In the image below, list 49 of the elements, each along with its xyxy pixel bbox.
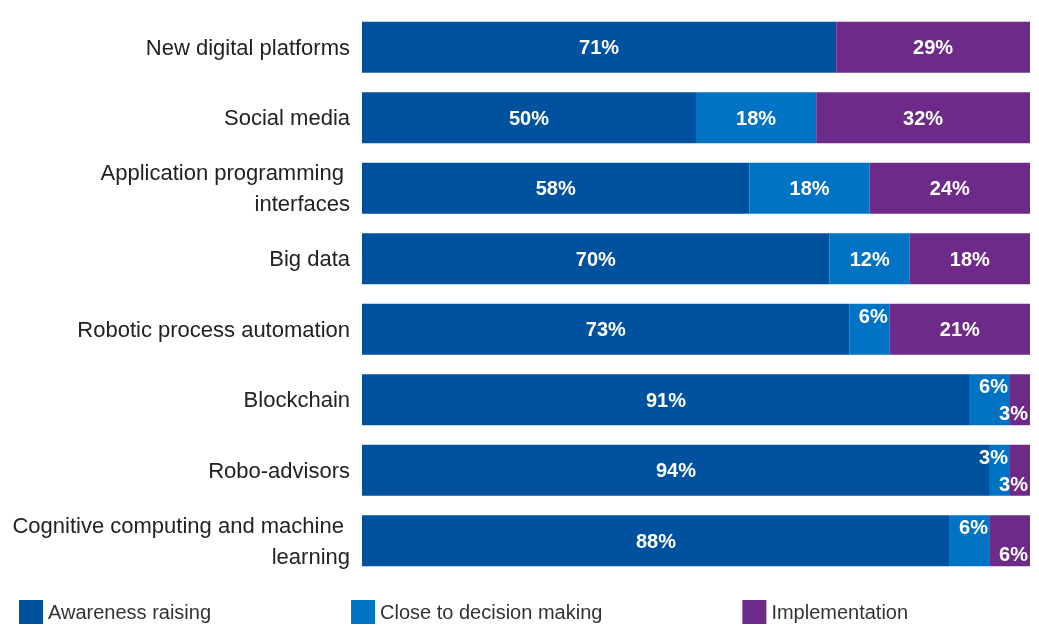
data-label: 29%: [913, 36, 954, 59]
bar: [362, 92, 696, 144]
bar: [362, 374, 970, 426]
data-label: 70%: [575, 247, 617, 270]
legend-label: Implementation: [771, 601, 909, 623]
y-tick-label: Cognitive computing and machine learning: [12, 512, 350, 569]
data-label: 21%: [939, 318, 981, 341]
data-label: 91%: [645, 388, 687, 411]
data-label: 88%: [635, 529, 677, 552]
data-label: 3%: [979, 445, 1009, 468]
legend-label: Awareness raising: [48, 601, 212, 623]
data-label: 73%: [585, 318, 627, 341]
bar: [362, 21, 837, 73]
data-label: 6%: [999, 543, 1029, 566]
data-label: 71%: [579, 36, 620, 59]
data-label: 6%: [979, 375, 1009, 398]
bar: [816, 92, 1030, 144]
y-tick-label: Social media: [224, 105, 351, 131]
bar: [696, 92, 817, 144]
data-label: 12%: [849, 247, 890, 270]
legend-label: Close to decision making: [380, 601, 603, 623]
data-label: 94%: [655, 459, 697, 482]
bar: [362, 303, 850, 355]
y-tick-label: New digital platforms: [145, 34, 350, 60]
data-label: 3%: [999, 402, 1029, 425]
bar: [889, 303, 1030, 355]
y-tick-label: Big data: [269, 246, 351, 272]
data-label: 32%: [903, 106, 944, 129]
bar: [362, 162, 750, 214]
y-tick-label: Robo-advisors: [208, 457, 350, 483]
bar: [749, 162, 870, 214]
data-label: 24%: [929, 177, 971, 200]
y-tick-label: Robotic process automation: [77, 316, 350, 342]
data-label: 18%: [789, 177, 830, 200]
bar: [829, 233, 910, 285]
bar: [362, 515, 950, 567]
bar: [362, 233, 830, 285]
y-tick-label: Blockchain: [243, 387, 350, 413]
data-label: 6%: [858, 304, 888, 327]
data-label: 18%: [949, 247, 991, 270]
y-tick-label: Application programming interfaces: [100, 160, 350, 217]
data-label: 50%: [508, 106, 550, 129]
data-label: 3%: [999, 472, 1029, 495]
bar: [869, 162, 1030, 214]
data-label: 6%: [959, 516, 989, 539]
data-label: 58%: [535, 177, 576, 200]
data-label: 18%: [736, 106, 777, 129]
bar: [836, 21, 1030, 73]
bar: [909, 233, 1030, 285]
